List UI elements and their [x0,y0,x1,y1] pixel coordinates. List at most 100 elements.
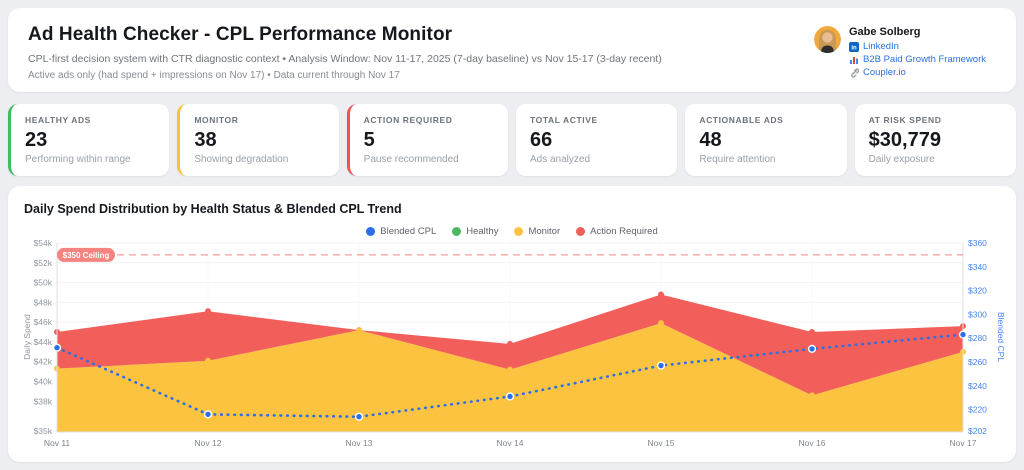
svg-text:Nov 11: Nov 11 [44,438,71,448]
legend-label: Blended CPL [380,226,437,237]
kpi-value: 38 [194,129,217,151]
monitor-point[interactable] [507,366,513,373]
kpi-card-at-risk-spend: AT RISK SPEND $30,779 Daily exposure [854,104,1016,176]
kpi-sublabel: Pause recommended [363,154,459,165]
cpl-point[interactable] [807,344,817,353]
legend-label: Healthy [466,226,499,237]
svg-text:$52k: $52k [34,258,53,268]
profile-card: Gabe Solberg in LinkedIn B2B Paid Growth… [813,26,986,78]
kpi-card-action-required: ACTION REQUIRED 5 Pause recommended [346,104,508,176]
legend-dot-action-required [576,227,586,236]
svg-text:Daily Spend: Daily Spend [22,314,32,360]
monitor-point[interactable] [356,327,362,334]
kpi-label: AT RISK SPEND [868,115,942,125]
legend-dot-monitor [514,227,524,236]
avatar [813,26,841,53]
kpi-value: 23 [25,129,48,151]
action-required-point[interactable] [507,340,513,347]
svg-text:$260: $260 [968,357,987,367]
svg-text:Blended CPL: Blended CPL [996,312,1006,362]
kpi-sublabel: Ads analyzed [529,154,591,165]
monitor-area [57,323,963,432]
link-icon [849,67,859,78]
kpi-label: ACTION REQUIRED [363,115,453,125]
bar-chart-icon [849,55,859,65]
monitor-point[interactable] [205,357,211,364]
svg-text:$240: $240 [968,381,987,391]
cpl-point[interactable] [354,412,364,421]
svg-text:$320: $320 [968,286,987,296]
kpi-sublabel: Require attention [699,154,776,165]
cpl-point[interactable] [656,361,666,370]
svg-text:$42k: $42k [34,357,53,367]
chart-title: Daily Spend Distribution by Health Statu… [24,202,402,216]
page-title: Ad Health Checker - CPL Performance Moni… [28,24,453,45]
svg-text:$46k: $46k [34,317,53,327]
svg-text:$300: $300 [968,309,987,319]
legend-label: Monitor [528,226,561,237]
kpi-sublabel: Performing within range [25,154,131,165]
legend-item-monitor[interactable]: Monitor [514,226,560,237]
kpi-label: MONITOR [194,115,239,125]
svg-text:Nov 13: Nov 13 [346,438,373,448]
svg-text:$50k: $50k [34,278,53,288]
framework-link[interactable]: B2B Paid Growth Framework [849,54,986,65]
action-required-point[interactable] [809,329,815,336]
ceiling-badge [57,247,115,262]
framework-link-label: B2B Paid Growth Framework [862,54,986,65]
svg-text:Nov 16: Nov 16 [799,438,826,448]
kpi-card-actionable-ads: ACTIONABLE ADS 48 Require attention [685,104,847,176]
profile-name: Gabe Solberg [848,26,921,38]
svg-text:$35k: $35k [34,426,53,436]
kpi-value: 66 [529,129,553,151]
svg-text:Nov 12: Nov 12 [195,438,222,448]
legend-item-action-required[interactable]: Action Required [576,226,658,237]
page-subtitle-secondary: Active ads only (had spend + impressions… [28,70,400,81]
kpi-sublabel: Daily exposure [868,154,935,165]
svg-text:$54k: $54k [34,238,53,248]
svg-text:$202: $202 [968,426,987,436]
linkedin-link-label: LinkedIn [862,41,899,52]
header-card: Ad Health Checker - CPL Performance Moni… [8,8,1016,92]
kpi-row: HEALTHY ADS 23 Performing within range M… [8,104,1016,176]
action-required-point[interactable] [658,291,664,298]
page-subtitle: CPL-first decision system with CTR diagn… [28,53,662,65]
cpl-point[interactable] [958,330,968,339]
cpl-point[interactable] [203,410,213,419]
spend-cpl-chart: $350 Ceiling $54k $52k $50k $48k $46k $44k $42k… [22,238,1006,448]
kpi-value: 5 [363,129,375,151]
svg-text:$280: $280 [968,333,987,343]
kpi-value: $30,779 [868,129,941,151]
kpi-label: TOTAL ACTIVE [529,115,598,125]
kpi-card-total-active: TOTAL ACTIVE 66 Ads analyzed [515,104,678,176]
monitor-point[interactable] [809,392,815,399]
svg-text:$360: $360 [968,238,987,248]
chart-card: Daily Spend Distribution by Health Statu… [8,186,1016,462]
kpi-label: ACTIONABLE ADS [699,115,784,125]
kpi-value: 48 [699,129,722,151]
legend-dot-healthy [452,227,462,236]
cpl-point[interactable] [505,392,515,401]
svg-text:$350 Ceiling: $350 Ceiling [63,251,110,260]
legend-item-blended-cpl[interactable]: Blended CPL [366,226,436,237]
monitor-point[interactable] [658,320,664,327]
svg-text:Nov 15: Nov 15 [648,438,675,448]
svg-text:$44k: $44k [34,337,53,347]
cpl-point[interactable] [52,343,62,352]
legend-label: Action Required [590,226,658,237]
linkedin-icon: in [848,41,859,52]
linkedin-link[interactable]: in LinkedIn [848,41,986,52]
svg-text:in: in [851,45,857,51]
action-required-point[interactable] [205,308,211,315]
svg-text:Nov 17: Nov 17 [950,438,977,448]
legend-item-healthy[interactable]: Healthy [452,226,498,237]
legend-dot-blended-cpl [366,227,376,236]
svg-text:$40k: $40k [34,377,53,387]
coupler-link-label: Coupler.io [862,67,906,78]
kpi-label: HEALTHY ADS [25,115,91,125]
chart-legend: Blended CPL Healthy Monitor Action Requi… [8,226,1016,237]
coupler-link[interactable]: Coupler.io [849,67,986,78]
kpi-card-healthy-ads: HEALTHY ADS 23 Performing within range [8,104,170,176]
kpi-card-monitor: MONITOR 38 Showing degradation [177,104,339,176]
